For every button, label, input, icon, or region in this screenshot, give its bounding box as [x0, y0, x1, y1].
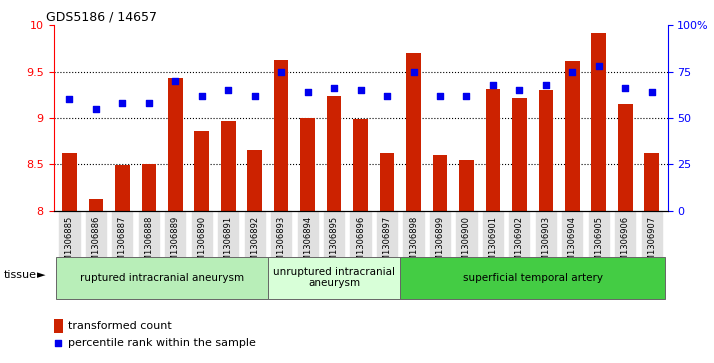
Bar: [89, 199, 104, 211]
Point: [513, 87, 525, 93]
Point: [268, 249, 280, 254]
Text: superficial temporal artery: superficial temporal artery: [463, 273, 603, 283]
Text: unruptured intracranial
aneurysm: unruptured intracranial aneurysm: [273, 267, 395, 289]
Point: [302, 89, 313, 95]
FancyBboxPatch shape: [268, 257, 401, 299]
Text: ►: ►: [37, 270, 46, 280]
Point: [461, 93, 472, 99]
Bar: [115, 165, 130, 211]
Bar: [221, 121, 236, 211]
Bar: [433, 155, 447, 211]
Point: [90, 106, 101, 112]
FancyBboxPatch shape: [401, 257, 665, 299]
Bar: [141, 164, 156, 211]
Bar: [591, 33, 606, 211]
Point: [223, 87, 234, 93]
Bar: [406, 53, 421, 211]
Text: GDS5186 / 14657: GDS5186 / 14657: [46, 11, 157, 24]
Bar: [353, 119, 368, 211]
Point: [249, 93, 261, 99]
Point: [408, 69, 419, 75]
Point: [593, 63, 605, 69]
Bar: [327, 96, 341, 211]
Bar: [54, 319, 63, 333]
Point: [143, 100, 154, 106]
Point: [355, 87, 366, 93]
Bar: [459, 160, 473, 211]
Point: [620, 85, 631, 91]
Point: [328, 85, 340, 91]
Text: percentile rank within the sample: percentile rank within the sample: [68, 338, 256, 348]
Bar: [380, 153, 394, 211]
Bar: [301, 118, 315, 211]
Point: [116, 100, 128, 106]
Bar: [486, 89, 501, 211]
Point: [567, 69, 578, 75]
Point: [646, 89, 658, 95]
Text: ruptured intracranial aneurysm: ruptured intracranial aneurysm: [80, 273, 244, 283]
Point: [196, 93, 208, 99]
FancyBboxPatch shape: [56, 257, 268, 299]
Point: [64, 97, 75, 102]
Point: [434, 93, 446, 99]
Bar: [62, 153, 76, 211]
Bar: [565, 61, 580, 211]
Bar: [168, 78, 183, 211]
Point: [276, 69, 287, 75]
Point: [381, 93, 393, 99]
Bar: [248, 150, 262, 211]
Bar: [618, 104, 633, 211]
Bar: [645, 153, 659, 211]
Point: [170, 78, 181, 84]
Text: transformed count: transformed count: [68, 321, 171, 331]
Bar: [512, 98, 527, 211]
Point: [540, 82, 551, 87]
Bar: [194, 131, 209, 211]
Text: tissue: tissue: [4, 270, 36, 280]
Bar: [538, 90, 553, 211]
Point: [487, 82, 498, 87]
Bar: [274, 60, 288, 211]
